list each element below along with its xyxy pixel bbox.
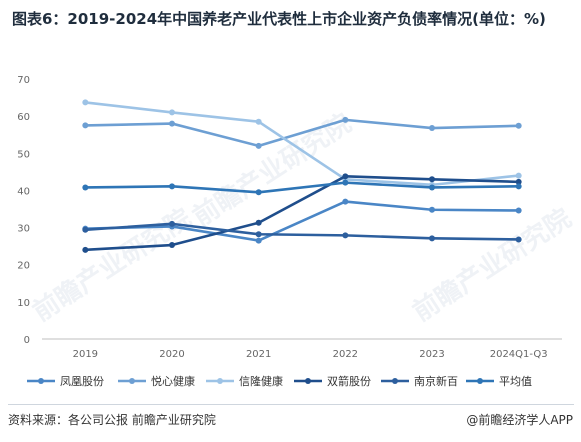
data-point: [82, 246, 89, 253]
legend-swatch-marker: [477, 378, 483, 384]
data-point: [169, 220, 175, 227]
y-tick-label: 20: [17, 261, 30, 272]
data-point: [169, 109, 175, 116]
data-point: [255, 237, 262, 244]
x-tick-label: 2021: [246, 349, 271, 360]
data-point: [169, 120, 175, 127]
data-point: [515, 122, 522, 129]
data-point: [515, 207, 522, 214]
data-point: [255, 118, 262, 125]
legend-swatch-marker: [305, 378, 311, 384]
data-point: [82, 226, 89, 233]
data-point: [169, 183, 175, 190]
data-point: [342, 173, 349, 180]
series-line-0: [85, 200, 519, 242]
series-line-4: [85, 222, 519, 241]
brand-credit: @前瞻经济学人APP: [466, 413, 573, 427]
legend-swatch-marker: [392, 378, 398, 384]
legend-label: 信隆健康: [239, 374, 283, 388]
legend-label: 悦心健康: [151, 374, 195, 388]
data-point: [429, 176, 435, 183]
data-point: [515, 236, 522, 243]
y-tick-label: 60: [17, 112, 30, 123]
y-tick-label: 40: [17, 186, 30, 197]
data-point: [515, 183, 522, 190]
x-tick-label: 2020: [159, 349, 184, 360]
data-point: [255, 142, 262, 149]
x-tick-label: 2023: [419, 349, 444, 360]
y-tick-label: 30: [17, 224, 30, 235]
legend-swatch-marker: [217, 378, 223, 384]
data-point: [82, 184, 89, 191]
data-point: [515, 172, 522, 179]
data-point: [169, 242, 175, 249]
series-line-2: [85, 101, 519, 187]
series-line-3: [85, 175, 519, 252]
data-point: [429, 125, 435, 132]
y-tick-label: 10: [17, 298, 30, 309]
series-line-5: [85, 181, 519, 194]
x-tick-label: 2019: [73, 349, 98, 360]
chart-title: 图表6：2019-2024年中国养老产业代表性上市企业资产负债率情况(单位：%): [12, 10, 546, 28]
data-point: [515, 178, 522, 185]
legend-label: 凤凰股份: [60, 375, 104, 388]
legend-swatch-marker: [129, 378, 135, 384]
data-point: [342, 179, 349, 186]
legend-swatch-marker: [38, 378, 44, 384]
data-point: [429, 184, 435, 191]
y-tick-label: 50: [17, 149, 30, 160]
data-point: [255, 189, 262, 196]
y-tick-label: 0: [24, 335, 30, 346]
legend-label: 平均值: [499, 375, 532, 388]
x-tick-label: 2022: [333, 349, 358, 360]
data-point: [429, 206, 435, 213]
series-line-1: [85, 118, 519, 148]
legend-label: 南京新百: [414, 374, 458, 388]
data-point: [82, 99, 89, 106]
data-point: [342, 198, 349, 205]
footer-divider: [8, 404, 574, 405]
source-note: 资料来源：各公司公报 前瞻产业研究院: [8, 413, 216, 427]
data-point: [342, 232, 349, 239]
data-point: [82, 122, 89, 129]
data-point: [255, 219, 262, 226]
data-point: [342, 116, 349, 123]
legend-label: 双箭股份: [327, 374, 371, 388]
data-point: [255, 231, 262, 238]
x-tick-label: 2024Q1-Q3: [490, 349, 548, 360]
data-point: [429, 235, 435, 242]
y-tick-label: 70: [17, 75, 30, 86]
